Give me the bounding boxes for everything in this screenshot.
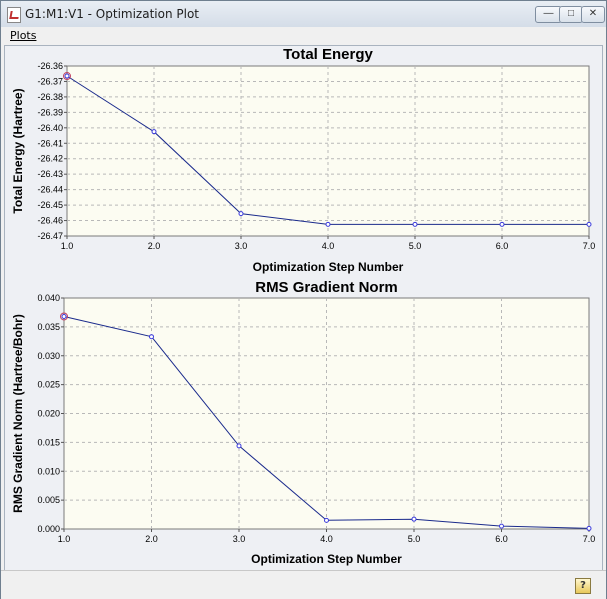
chart-title-1: Total Energy — [283, 46, 373, 63]
y-tick-label: 0.015 — [37, 437, 60, 447]
x-tick-label: 5.0 — [408, 534, 421, 544]
x-tick-label: 1.0 — [58, 534, 71, 544]
x-axis-label-2: Optimization Step Number — [251, 552, 402, 566]
y-axis-label-1: Total Energy (Hartree) — [11, 88, 25, 213]
close-button[interactable]: ✕ — [581, 6, 605, 23]
data-point — [325, 221, 331, 227]
y-tick-label: 0.040 — [37, 293, 60, 303]
status-bar: ? — [1, 570, 606, 599]
y-tick-label: 0.005 — [37, 495, 60, 505]
data-point — [238, 211, 244, 217]
y-tick-label: -26.40 — [37, 123, 63, 133]
x-tick-label: 3.0 — [233, 534, 246, 544]
y-tick-label: -26.39 — [37, 107, 63, 117]
help-icon[interactable]: ? — [575, 578, 591, 594]
data-point — [411, 516, 417, 522]
chart-title-2: RMS Gradient Norm — [255, 279, 398, 296]
x-tick-label: 2.0 — [145, 534, 158, 544]
y-tick-label: 0.030 — [37, 351, 60, 361]
y-tick-label: -26.47 — [37, 231, 63, 241]
x-tick-label: 1.0 — [61, 241, 74, 251]
x-tick-label: 5.0 — [409, 241, 422, 251]
x-tick-label: 3.0 — [235, 241, 248, 251]
menu-bar: Plots — [1, 27, 606, 45]
data-point — [499, 221, 505, 227]
data-point — [499, 523, 504, 529]
data-point — [236, 443, 242, 449]
y-tick-label: -26.38 — [37, 92, 63, 102]
y-tick-label: -26.46 — [37, 216, 63, 226]
menu-plots[interactable]: Plots — [10, 29, 37, 42]
data-point — [586, 525, 592, 531]
title-bar[interactable]: G1:M1:V1 - Optimization Plot — □ ✕ — [1, 1, 606, 28]
current-point-highlight — [63, 72, 71, 81]
data-point — [151, 129, 157, 135]
y-tick-label: 0.035 — [37, 322, 60, 332]
y-tick-label: 0.025 — [37, 380, 60, 390]
data-point — [412, 221, 418, 227]
y-tick-label: -26.36 — [37, 61, 63, 71]
x-tick-label: 7.0 — [583, 534, 596, 544]
x-tick-label: 6.0 — [495, 534, 508, 544]
y-tick-label: -26.45 — [37, 200, 63, 210]
y-tick-label: 0.000 — [37, 524, 60, 534]
x-tick-label: 4.0 — [322, 241, 335, 251]
y-tick-label: -26.37 — [37, 76, 63, 86]
app-icon[interactable] — [7, 7, 21, 23]
y-tick-label: -26.42 — [37, 154, 63, 164]
window-title: G1:M1:V1 - Optimization Plot — [25, 7, 200, 21]
data-point — [149, 334, 154, 340]
current-point-highlight — [60, 312, 68, 321]
data-point — [586, 221, 592, 227]
y-tick-label: 0.010 — [37, 466, 60, 476]
x-tick-label: 2.0 — [148, 241, 161, 251]
data-point — [324, 517, 329, 523]
x-tick-label: 4.0 — [320, 534, 333, 544]
x-tick-label: 7.0 — [583, 241, 596, 251]
y-tick-label: 0.020 — [37, 409, 60, 419]
y-tick-label: -26.43 — [37, 169, 63, 179]
x-tick-label: 6.0 — [496, 241, 509, 251]
y-tick-label: -26.44 — [37, 185, 63, 195]
y-tick-label: -26.41 — [37, 138, 63, 148]
x-axis-label-1: Optimization Step Number — [253, 260, 404, 274]
data-point — [64, 73, 70, 79]
y-axis-label-2: RMS Gradient Norm (Hartree/Bohr) — [11, 314, 25, 513]
data-point — [61, 313, 67, 319]
